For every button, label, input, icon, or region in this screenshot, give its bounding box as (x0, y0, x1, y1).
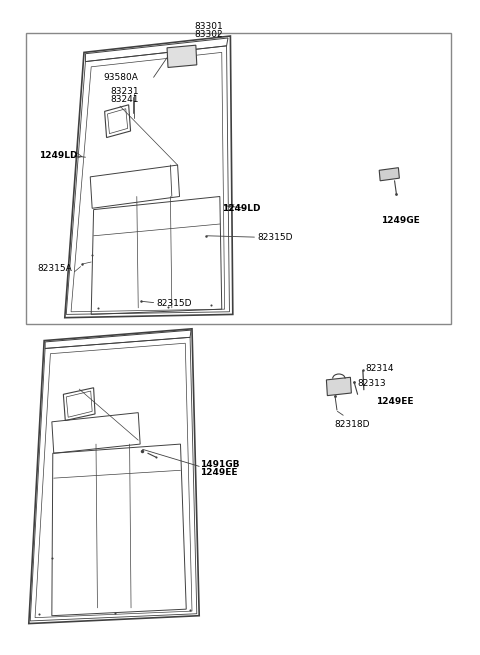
Text: 1491GB: 1491GB (200, 460, 239, 469)
Text: 1249EE: 1249EE (200, 468, 237, 477)
Text: 1249EE: 1249EE (376, 397, 414, 406)
Text: 93580A: 93580A (103, 73, 138, 82)
Text: 1249LD: 1249LD (39, 151, 78, 160)
Text: 1249GE: 1249GE (381, 215, 420, 225)
Text: 83301: 83301 (194, 22, 223, 31)
Text: 1249LD: 1249LD (222, 204, 260, 213)
Text: 83302: 83302 (194, 29, 223, 39)
Text: 82314: 82314 (366, 364, 394, 373)
Text: 82315A: 82315A (37, 264, 72, 273)
Bar (26, 33, 451, 324)
Polygon shape (379, 168, 399, 181)
Text: 83241: 83241 (110, 95, 139, 104)
Text: 82318D: 82318D (335, 420, 370, 429)
Text: 82315D: 82315D (156, 299, 192, 308)
Text: 82313: 82313 (357, 379, 386, 388)
Text: 82315D: 82315D (257, 233, 293, 242)
Text: 83231: 83231 (110, 87, 139, 96)
Polygon shape (167, 45, 197, 67)
Polygon shape (326, 377, 351, 396)
